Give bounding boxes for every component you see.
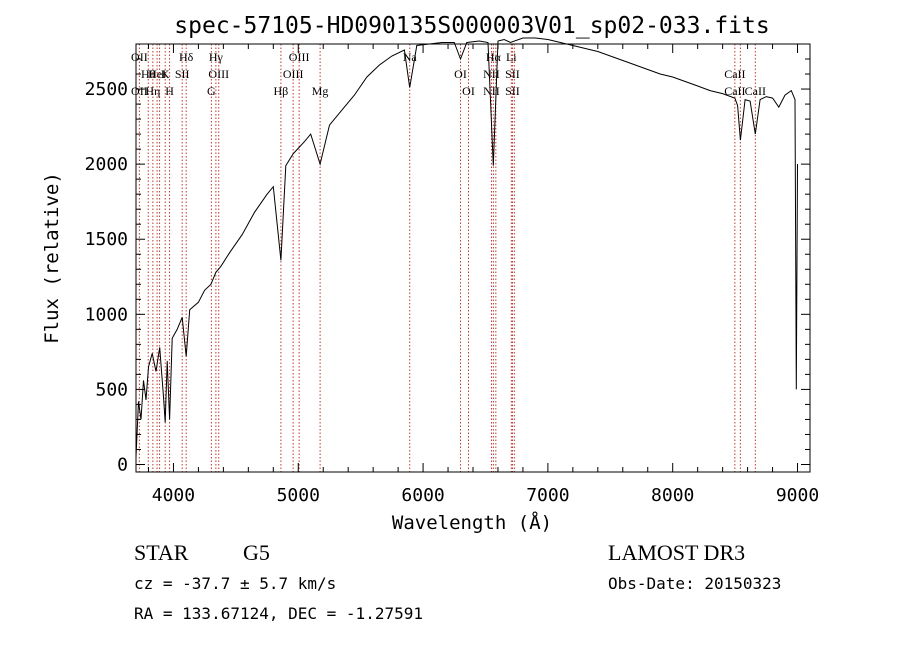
x-tick-label: 8000 [651,485,694,506]
line-label-bottom: Mg [312,84,329,98]
spectral-line-labels: OIIOIIHθHηHeIKHSIIHδGHγOIIIHβOIIIOIIIMgN… [131,50,766,98]
y-tick-label: 1000 [85,304,128,325]
line-label-top: SII [175,67,190,81]
line-label-top: OI [454,67,467,81]
line-label-bottom: Hη [145,84,160,98]
line-label-top: Hδ [179,50,194,64]
line-label-bottom: OI [462,84,475,98]
plot-frame [135,43,811,473]
line-label-bottom: G [207,84,216,98]
line-label-top: CaII [724,67,745,81]
y-tick-label: 0 [117,454,128,475]
line-label-top: OIII [283,67,304,81]
line-label-top: Li [506,50,517,64]
line-label-bottom: SII [505,84,520,98]
y-tick-label: 2500 [85,79,128,100]
line-label-top: HeI [148,67,166,81]
y-axis-label: Flux (relative) [41,172,63,344]
y-axis: 0 500 1000 1500 2000 2500 [85,58,810,475]
sky-coordinates: RA = 133.67124, DEC = -1.27591 [134,604,423,623]
line-label-bottom: Hβ [274,84,289,98]
line-label-top: OII [131,50,148,64]
line-label-top: OIII [289,50,310,64]
chart-title: spec-57105-HD090135S000003V01_sp02-033.f… [174,13,769,39]
line-label-top: Hθ [141,67,156,81]
line-label-top: Na [403,50,418,64]
x-tick-label: 4000 [152,485,195,506]
survey-name: LAMOST DR3 [608,540,745,565]
spectral-subclass: G5 [243,540,270,565]
line-label-top: Hγ [209,50,224,64]
redshift-velocity: cz = -37.7 ± 5.7 km/s [134,574,336,593]
line-label-bottom: CaII [745,84,766,98]
x-tick-label: 5000 [277,485,320,506]
object-class: STAR [134,540,189,565]
x-axis-label: Wavelength (Å) [392,511,552,534]
line-label-top: SII [505,67,520,81]
observation-date: Obs-Date: 20150323 [608,574,781,593]
y-tick-label: 2000 [85,154,128,175]
spectral-line-markers [138,44,756,472]
x-tick-label: 6000 [401,485,444,506]
spectrum-line [135,37,798,458]
line-label-top: OIII [208,67,229,81]
x-tick-label: 9000 [776,485,819,506]
line-label-bottom: OII [131,84,148,98]
line-label-bottom: CaII [724,84,745,98]
line-label-top: K [161,67,170,81]
x-axis: 4000 5000 6000 7000 8000 9000 [147,44,819,506]
line-label-bottom: NII [483,84,500,98]
y-tick-label: 500 [95,379,128,400]
y-tick-label: 1500 [85,229,128,250]
line-label-bottom: H [165,84,174,98]
line-label-top: NII [483,67,500,81]
x-tick-label: 7000 [526,485,569,506]
